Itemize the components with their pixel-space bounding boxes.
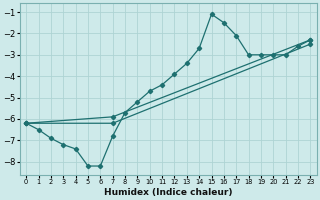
X-axis label: Humidex (Indice chaleur): Humidex (Indice chaleur) [104, 188, 233, 197]
